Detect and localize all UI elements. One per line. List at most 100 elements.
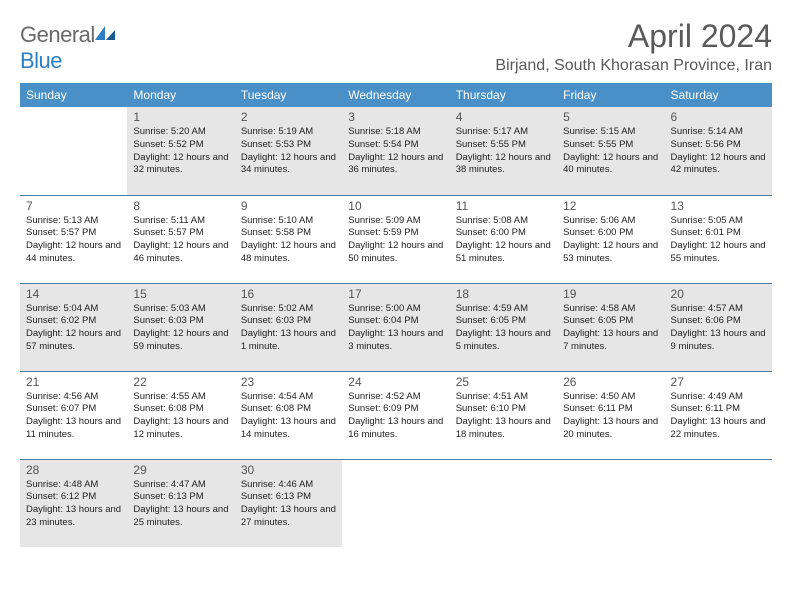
day-info: Sunrise: 5:10 AMSunset: 5:58 PMDaylight:… [241,215,336,266]
sunrise-text: Sunrise: 4:48 AM [26,479,121,492]
location: Birjand, South Khorasan Province, Iran [495,57,772,75]
day-number: 24 [348,375,443,389]
sunrise-text: Sunrise: 4:49 AM [671,391,766,404]
sunrise-text: Sunrise: 4:50 AM [563,391,658,404]
calendar-cell: 17Sunrise: 5:00 AMSunset: 6:04 PMDayligh… [342,283,449,371]
sunset-text: Sunset: 5:56 PM [671,139,766,152]
calendar-cell [450,459,557,547]
sunrise-text: Sunrise: 5:10 AM [241,215,336,228]
calendar-cell: 23Sunrise: 4:54 AMSunset: 6:08 PMDayligh… [235,371,342,459]
sunrise-text: Sunrise: 5:19 AM [241,126,336,139]
daylight-text: Daylight: 13 hours and 3 minutes. [348,328,443,354]
calendar-cell: 28 Sunrise: 4:48 AMSunset: 6:12 PMDayligh… [20,459,127,547]
day-info: Sunrise: 5:09 AMSunset: 5:59 PMDaylight:… [348,215,443,266]
sunrise-text: Sunrise: 4:59 AM [456,303,551,316]
day-number: 13 [671,199,766,213]
sunrise-text: Sunrise: 5:11 AM [133,215,228,228]
daylight-text: Daylight: 12 hours and 59 minutes. [133,328,228,354]
calendar-cell: 2Sunrise: 5:19 AMSunset: 5:53 PMDaylight… [235,107,342,195]
calendar-cell: 22 Sunrise: 4:55 AMSunset: 6:08 PMDayligh… [127,371,234,459]
calendar-week-row: 14Sunrise: 5:04 AMSunset: 6:02 PMDayligh… [20,283,772,371]
calendar-cell: 12Sunrise: 5:06 AMSunset: 6:00 PMDayligh… [557,195,664,283]
day-number: 4 [456,110,551,124]
day-info: Sunrise: 4:47 AMSunset: 6:13 PMDaylight:… [133,479,228,530]
day-info: Sunrise: 5:05 AMSunset: 6:01 PMDaylight:… [671,215,766,266]
daylight-text: Daylight: 12 hours and 32 minutes. [133,152,228,178]
day-number: 28 [26,463,121,477]
day-number: 1 [133,110,228,124]
day-header: Monday [127,83,234,107]
calendar-header-row: SundayMondayTuesdayWednesdayThursdayFrid… [20,83,772,107]
calendar-week-row: 1Sunrise: 5:20 AMSunset: 5:52 PMDaylight… [20,107,772,195]
sunrise-text: Sunrise: 5:02 AM [241,303,336,316]
calendar-cell: 4Sunrise: 5:17 AMSunset: 5:55 PMDaylight… [450,107,557,195]
daylight-text: Daylight: 12 hours and 38 minutes. [456,152,551,178]
day-info: Sunrise: 5:08 AMSunset: 6:00 PMDaylight:… [456,215,551,266]
daylight-text: Daylight: 13 hours and 27 minutes. [241,504,336,530]
calendar-cell: 26Sunrise: 4:50 AMSunset: 6:11 PMDayligh… [557,371,664,459]
calendar-cell [342,459,449,547]
calendar-body: 1Sunrise: 5:20 AMSunset: 5:52 PMDaylight… [20,107,772,547]
calendar-cell: 5Sunrise: 5:15 AMSunset: 5:55 PMDaylight… [557,107,664,195]
daylight-text: Daylight: 12 hours and 34 minutes. [241,152,336,178]
daylight-text: Daylight: 13 hours and 25 minutes. [133,504,228,530]
day-number: 23 [241,375,336,389]
sunset-text: Sunset: 6:12 PM [26,491,121,504]
day-info: Sunrise: 4:55 AMSunset: 6:08 PMDaylight:… [133,391,228,442]
calendar-cell [665,459,772,547]
day-info: Sunrise: 5:19 AMSunset: 5:53 PMDaylight:… [241,126,336,177]
calendar-cell: 13 Sunrise: 5:05 AMSunset: 6:01 PMDayligh… [665,195,772,283]
sunset-text: Sunset: 6:06 PM [671,315,766,328]
sunset-text: Sunset: 5:54 PM [348,139,443,152]
sunrise-text: Sunrise: 4:54 AM [241,391,336,404]
calendar-cell: 3Sunrise: 5:18 AMSunset: 5:54 PMDaylight… [342,107,449,195]
sunrise-text: Sunrise: 4:58 AM [563,303,658,316]
day-number: 19 [563,287,658,301]
sunrise-text: Sunrise: 5:20 AM [133,126,228,139]
sunrise-text: Sunrise: 5:17 AM [456,126,551,139]
day-number: 22 [133,375,228,389]
day-number: 25 [456,375,551,389]
day-info: Sunrise: 5:03 AMSunset: 6:03 PMDaylight:… [133,303,228,354]
day-info: Sunrise: 4:59 AMSunset: 6:05 PMDaylight:… [456,303,551,354]
daylight-text: Daylight: 13 hours and 7 minutes. [563,328,658,354]
calendar-cell: 25Sunrise: 4:51 AMSunset: 6:10 PMDayligh… [450,371,557,459]
daylight-text: Daylight: 12 hours and 51 minutes. [456,240,551,266]
calendar-week-row: 21Sunrise: 4:56 AMSunset: 6:07 PMDayligh… [20,371,772,459]
daylight-text: Daylight: 12 hours and 44 minutes. [26,240,121,266]
day-number: 29 [133,463,228,477]
day-info: Sunrise: 5:06 AMSunset: 6:00 PMDaylight:… [563,215,658,266]
daylight-text: Daylight: 13 hours and 18 minutes. [456,416,551,442]
day-header: Thursday [450,83,557,107]
daylight-text: Daylight: 13 hours and 14 minutes. [241,416,336,442]
sunset-text: Sunset: 6:09 PM [348,403,443,416]
sunset-text: Sunset: 5:57 PM [26,227,121,240]
day-info: Sunrise: 5:15 AMSunset: 5:55 PMDaylight:… [563,126,658,177]
calendar-cell: 19Sunrise: 4:58 AMSunset: 6:05 PMDayligh… [557,283,664,371]
calendar-cell [557,459,664,547]
day-info: Sunrise: 4:46 AMSunset: 6:13 PMDaylight:… [241,479,336,530]
sunrise-text: Sunrise: 4:52 AM [348,391,443,404]
day-info: Sunrise: 4:56 AMSunset: 6:07 PMDaylight:… [26,391,121,442]
day-number: 14 [26,287,121,301]
logo-sail-icon [95,22,117,48]
sunset-text: Sunset: 6:04 PM [348,315,443,328]
calendar-cell: 16Sunrise: 5:02 AMSunset: 6:03 PMDayligh… [235,283,342,371]
day-header: Saturday [665,83,772,107]
calendar-cell [20,107,127,195]
sunset-text: Sunset: 6:13 PM [133,491,228,504]
calendar-cell: 10Sunrise: 5:09 AMSunset: 5:59 PMDayligh… [342,195,449,283]
sunrise-text: Sunrise: 5:09 AM [348,215,443,228]
day-info: Sunrise: 4:49 AMSunset: 6:11 PMDaylight:… [671,391,766,442]
sunset-text: Sunset: 6:10 PM [456,403,551,416]
sunset-text: Sunset: 6:07 PM [26,403,121,416]
day-info: Sunrise: 5:13 AMSunset: 5:57 PMDaylight:… [26,215,121,266]
daylight-text: Daylight: 12 hours and 36 minutes. [348,152,443,178]
calendar-cell: 29 Sunrise: 4:47 AMSunset: 6:13 PMDayligh… [127,459,234,547]
logo: GeneralBlue [20,22,117,74]
daylight-text: Daylight: 13 hours and 23 minutes. [26,504,121,530]
calendar-cell: 20Sunrise: 4:57 AMSunset: 6:06 PMDayligh… [665,283,772,371]
calendar-cell: 27Sunrise: 4:49 AMSunset: 6:11 PMDayligh… [665,371,772,459]
day-info: Sunrise: 4:50 AMSunset: 6:11 PMDaylight:… [563,391,658,442]
calendar-cell: 11Sunrise: 5:08 AMSunset: 6:00 PMDayligh… [450,195,557,283]
